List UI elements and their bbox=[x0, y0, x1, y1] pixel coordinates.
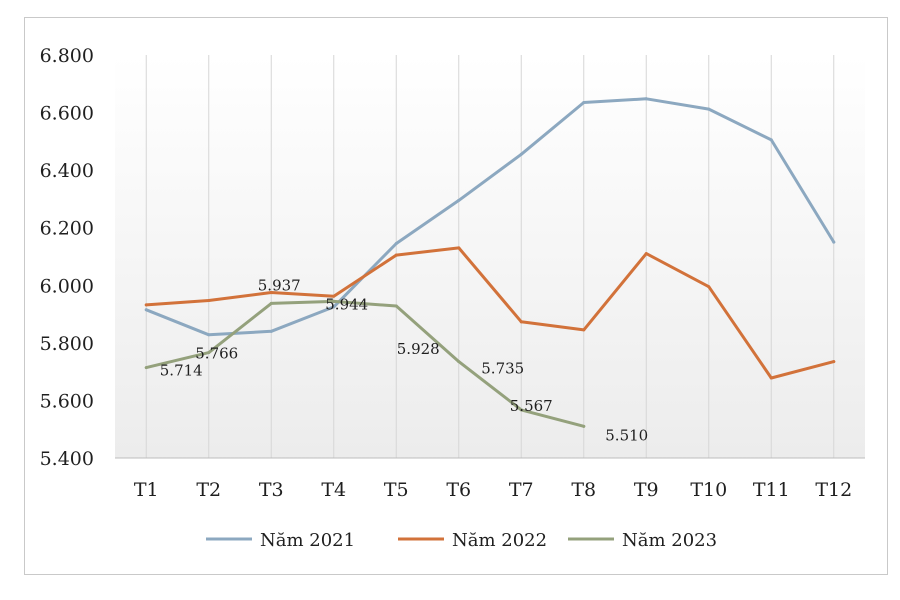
y-tick-label: 6.200 bbox=[40, 218, 94, 240]
y-tick-label: 6.800 bbox=[40, 45, 94, 67]
data-point bbox=[582, 328, 586, 332]
data-point bbox=[207, 299, 211, 303]
data-label: 5.928 bbox=[397, 340, 440, 358]
data-point bbox=[644, 252, 648, 256]
data-label: 5.714 bbox=[160, 362, 203, 380]
data-point bbox=[769, 376, 773, 380]
y-tick-label: 6.600 bbox=[40, 103, 94, 125]
x-tick-label-t9: T9 bbox=[634, 479, 659, 501]
series-line-2 bbox=[144, 246, 836, 380]
data-point bbox=[519, 320, 523, 324]
legend-label-2: Năm 2022 bbox=[452, 530, 547, 551]
legend-label-1: Năm 2021 bbox=[260, 530, 355, 551]
y-tick-label: 5.800 bbox=[40, 333, 94, 355]
data-point bbox=[269, 329, 273, 333]
data-point bbox=[832, 240, 836, 244]
x-tick-label-t3: T3 bbox=[259, 479, 284, 501]
gridlines bbox=[145, 55, 835, 458]
data-label: 5.937 bbox=[258, 276, 301, 294]
data-point bbox=[707, 107, 711, 111]
x-tick-label-t7: T7 bbox=[509, 479, 534, 501]
data-point bbox=[144, 303, 148, 307]
x-tick-label-t5: T5 bbox=[384, 479, 409, 501]
y-tick-label: 5.600 bbox=[40, 390, 94, 412]
data-label: 5.510 bbox=[605, 426, 648, 444]
data-point bbox=[207, 351, 211, 355]
series-line-1 bbox=[144, 97, 836, 337]
data-point bbox=[582, 424, 586, 428]
data-point bbox=[519, 408, 523, 412]
data-point bbox=[144, 366, 148, 370]
data-point bbox=[269, 290, 273, 294]
y-tick-label: 5.400 bbox=[40, 448, 94, 470]
data-point bbox=[332, 299, 336, 303]
data-point bbox=[644, 97, 648, 101]
data-point bbox=[269, 301, 273, 305]
data-label: 5.735 bbox=[481, 360, 524, 378]
series-line-3 bbox=[144, 299, 586, 428]
data-point bbox=[394, 242, 398, 246]
data-point bbox=[394, 253, 398, 257]
data-label: 5.567 bbox=[510, 397, 553, 415]
data-point bbox=[457, 198, 461, 202]
series-lines bbox=[144, 97, 836, 428]
x-tick-label-t12: T12 bbox=[815, 479, 852, 501]
data-label: 5.944 bbox=[325, 295, 368, 313]
data-point bbox=[144, 308, 148, 312]
x-tick-label-t8: T8 bbox=[571, 479, 596, 501]
data-point bbox=[457, 360, 461, 364]
x-tick-label-t6: T6 bbox=[446, 479, 471, 501]
data-label: 5.766 bbox=[195, 345, 238, 363]
data-point bbox=[332, 305, 336, 309]
x-tick-label-t2: T2 bbox=[196, 479, 221, 501]
x-tick-label-t10: T10 bbox=[690, 479, 727, 501]
x-tick-label-t4: T4 bbox=[321, 479, 346, 501]
data-point bbox=[769, 138, 773, 142]
data-point bbox=[457, 246, 461, 250]
x-tick-label-t11: T11 bbox=[753, 479, 790, 501]
legend: Năm 2021 Năm 2022 Năm 2023 bbox=[206, 530, 717, 551]
data-point bbox=[832, 360, 836, 364]
x-tick-label-t1: T1 bbox=[134, 479, 159, 501]
y-tick-label: 6.000 bbox=[40, 275, 94, 297]
data-point bbox=[394, 304, 398, 308]
axes: 5.400 5.600 5.800 6.000 6.200 6.400 6.600 6.800… bbox=[40, 45, 865, 501]
y-tick-label: 6.400 bbox=[40, 160, 94, 182]
data-point bbox=[519, 152, 523, 156]
legend-label-3: Năm 2023 bbox=[622, 530, 717, 551]
plot-area bbox=[115, 55, 865, 458]
data-point bbox=[707, 285, 711, 289]
data-point bbox=[207, 333, 211, 337]
data-point bbox=[332, 294, 336, 298]
data-point bbox=[582, 100, 586, 104]
